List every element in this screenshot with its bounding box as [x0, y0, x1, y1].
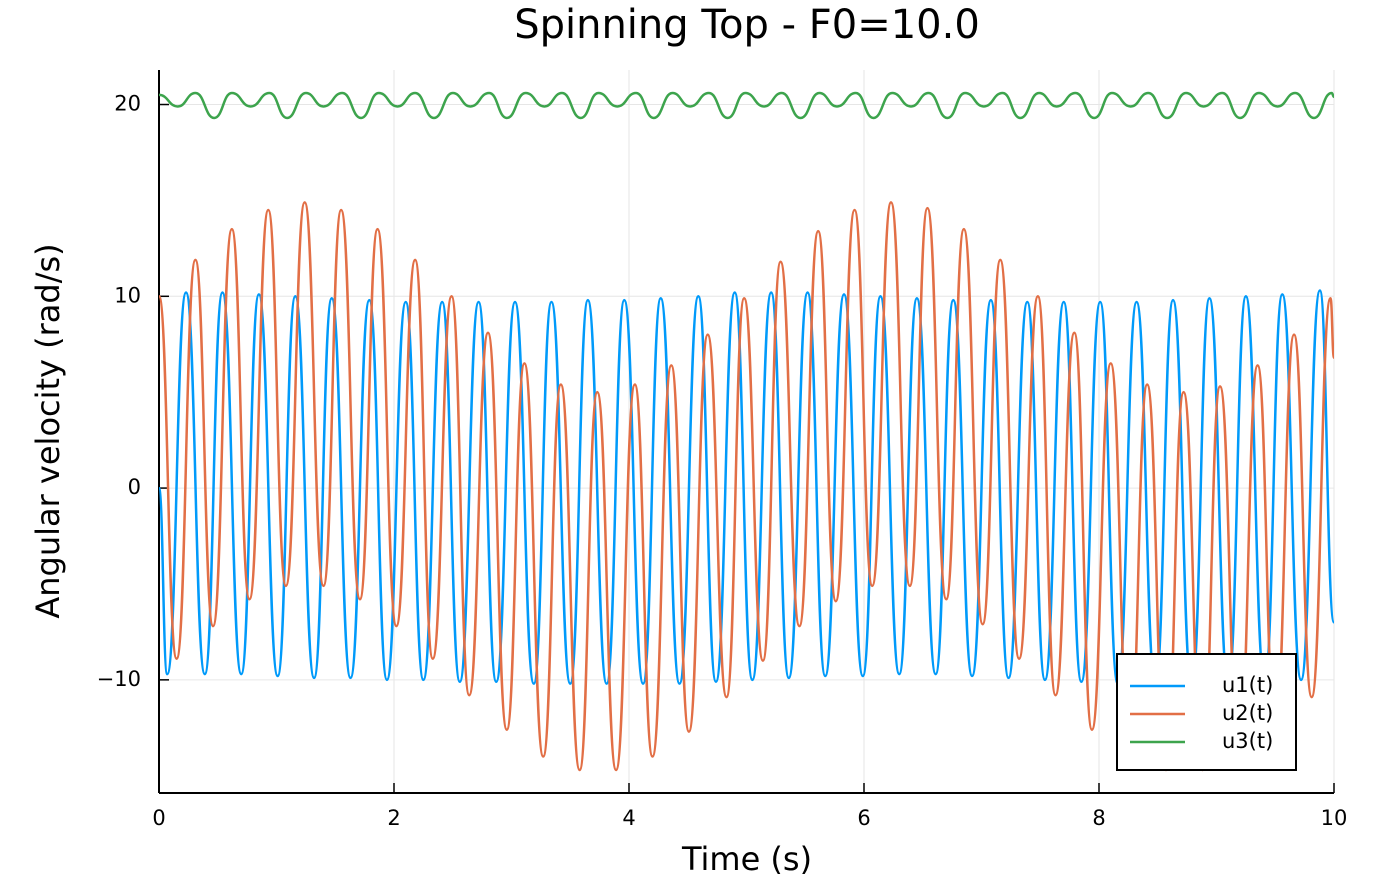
y-axis-label: Angular velocity (rad/s): [29, 243, 67, 618]
y-tick-label: 0: [128, 475, 141, 499]
legend-label: u3(t): [1222, 729, 1273, 753]
x-axis-label: Time (s): [681, 840, 812, 878]
y-tick-label: 10: [114, 283, 141, 307]
line-series: [159, 91, 1334, 120]
legend-label: u1(t): [1222, 673, 1273, 697]
y-tick-label: 20: [114, 92, 141, 116]
x-tick-label: 10: [1321, 806, 1348, 830]
x-tick-label: 4: [622, 806, 635, 830]
x-tick-label: 0: [152, 806, 165, 830]
chart-title: Spinning Top - F0=10.0: [514, 2, 980, 48]
legend-label: u2(t): [1222, 701, 1273, 725]
x-tick-label: 6: [857, 806, 870, 830]
x-tick-label: 2: [387, 806, 400, 830]
y-tick-label: −10: [97, 667, 141, 691]
legend-box: [1116, 653, 1297, 771]
x-tick-label: 8: [1092, 806, 1105, 830]
line-series: [159, 201, 1334, 772]
